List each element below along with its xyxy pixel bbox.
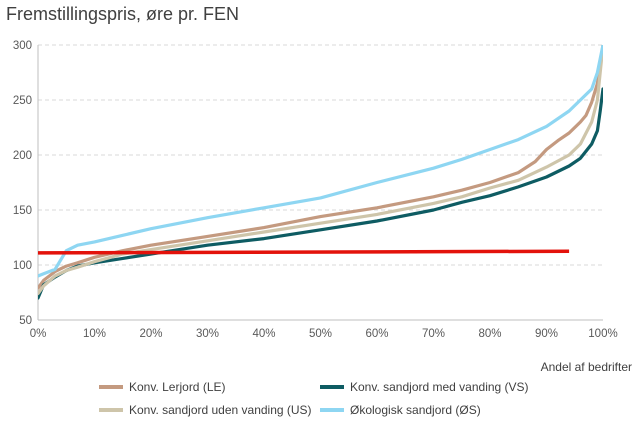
y-tick-label: 300 [13,40,32,52]
x-tick-label: 30% [196,328,219,340]
series-line-4 [38,45,603,278]
y-tick-label: 50 [19,315,32,327]
legend-label: Økologisk sandjord (ØS) [350,403,481,417]
y-tick-label: 200 [13,150,32,162]
legend: Konv. Lerjord (LE) Konv. sandjord med van… [99,380,529,417]
reference-line [37,249,570,255]
y-tick-label: 100 [13,260,32,272]
grid [38,44,603,266]
x-tick-label: 70% [422,328,445,340]
x-tick-label: 90% [535,328,558,340]
x-tick-label: 40% [252,328,275,340]
x-axis-label: Andel af bedrifter [541,360,632,374]
chart-title: Fremstillingspris, øre pr. FEN [6,4,240,24]
y-tick-label: 150 [13,205,32,217]
series [37,45,603,300]
x-tick-label: 20% [139,328,162,340]
series-line-2 [38,87,603,300]
x-tick-label: 10% [83,328,106,340]
series-line-1 [38,45,603,290]
y-tick-label: 250 [13,95,32,107]
x-tick-label: 80% [478,328,501,340]
x-tick-label: 60% [365,328,388,340]
legend-label: Konv. sandjord uden vanding (US) [129,403,312,417]
series-line-3 [38,45,603,296]
x-tick-label: 50% [309,328,332,340]
x-tick-label: 0% [30,328,47,340]
legend-label: Konv. sandjord med vanding (VS) [350,380,529,394]
legend-label: Konv. Lerjord (LE) [129,380,226,394]
x-tick-label: 100% [588,328,617,340]
axes: 50 100 150 200 250 300 0% 10% 20% 30% 40% 50% 60% 70%… [13,40,632,374]
